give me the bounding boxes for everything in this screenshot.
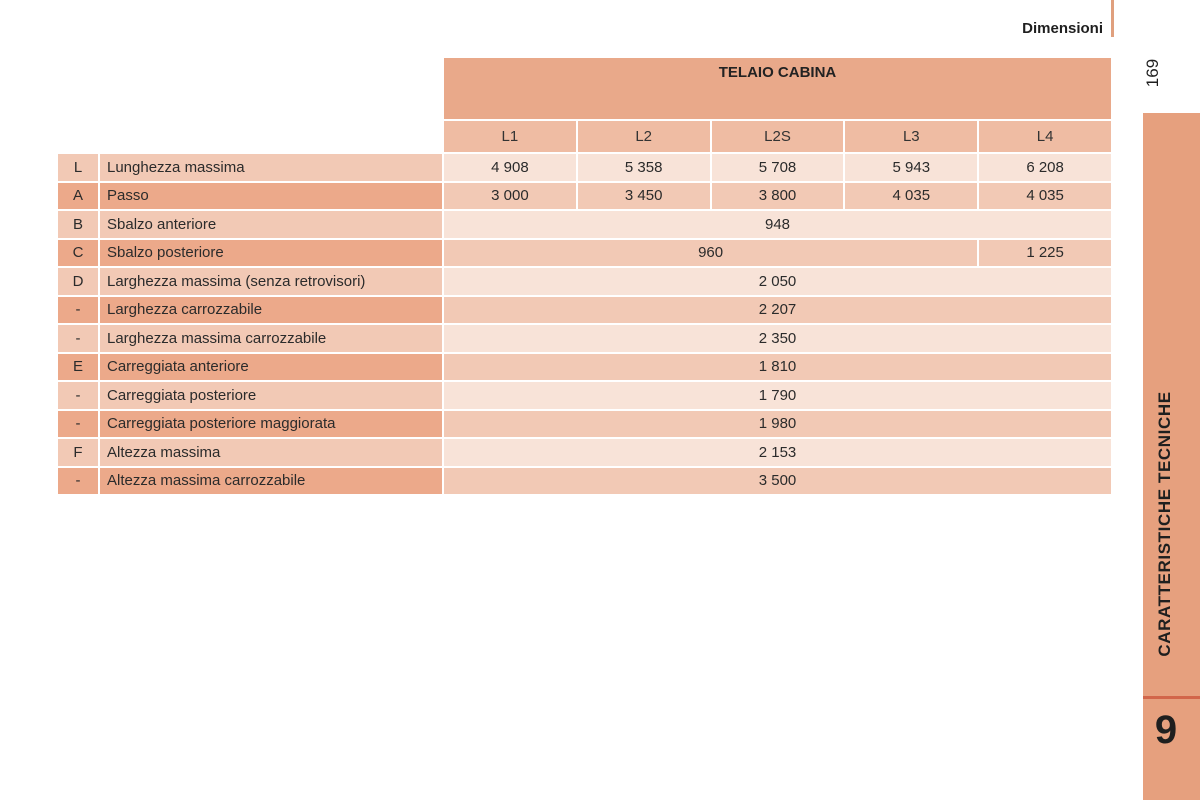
row-label: Larghezza carrozzabile <box>100 296 442 323</box>
row-label: Carreggiata anteriore <box>100 353 442 380</box>
table-row: - Larghezza massima carrozzabile 2 350 <box>58 325 1111 352</box>
section-title: Dimensioni <box>1022 20 1103 37</box>
chapter-tab-label: CARATTERISTICHE TECNICHE <box>1155 391 1174 657</box>
chapter-tab <box>1143 113 1200 800</box>
row-value: 1 790 <box>444 382 1111 409</box>
row-value: 2 207 <box>444 296 1111 323</box>
chapter-tab-divider <box>1143 696 1200 699</box>
table-corner <box>58 121 442 152</box>
table-row: L Lunghezza massima 4 908 5 358 5 708 5 … <box>58 154 1111 181</box>
row-value: 2 350 <box>444 325 1111 352</box>
row-code: - <box>58 382 98 409</box>
table-row: C Sbalzo posteriore 960 1 225 <box>58 239 1111 266</box>
column-header-l2: L2 <box>577 121 710 152</box>
table-row: F Altezza massima 2 153 <box>58 439 1111 466</box>
dimensions-table: TELAIO CABINA L1 L2 L2S L3 L4 L Lunghezz… <box>56 56 1113 496</box>
row-code: - <box>58 410 98 437</box>
table-corner <box>58 58 442 119</box>
row-value: 960 <box>444 239 978 266</box>
row-value: 3 000 <box>444 182 576 209</box>
header-divider <box>1111 0 1114 37</box>
row-code: L <box>58 154 98 181</box>
row-value: 4 035 <box>979 182 1111 209</box>
table-row: - Carreggiata posteriore maggiorata 1 98… <box>58 410 1111 437</box>
column-header-l1: L1 <box>444 121 576 152</box>
row-code: - <box>58 467 98 494</box>
row-value: 3 450 <box>577 182 710 209</box>
row-code: F <box>58 439 98 466</box>
table-row: B Sbalzo anteriore 948 <box>58 211 1111 238</box>
row-code: E <box>58 353 98 380</box>
table-row: - Altezza massima carrozzabile 3 500 <box>58 467 1111 494</box>
row-label: Carreggiata posteriore <box>100 382 442 409</box>
row-label: Larghezza massima (senza retrovisori) <box>100 268 442 295</box>
column-header-l2s: L2S <box>711 121 844 152</box>
row-value: 2 050 <box>444 268 1111 295</box>
row-code: - <box>58 296 98 323</box>
row-label: Larghezza massima carrozzabile <box>100 325 442 352</box>
row-value: 1 980 <box>444 410 1111 437</box>
row-code: A <box>58 182 98 209</box>
column-header-l3: L3 <box>845 121 978 152</box>
table-column-header-row: L1 L2 L2S L3 L4 <box>58 121 1111 152</box>
row-code: B <box>58 211 98 238</box>
row-value: 4 035 <box>845 182 978 209</box>
row-label: Carreggiata posteriore maggiorata <box>100 410 442 437</box>
table-row: - Larghezza carrozzabile 2 207 <box>58 296 1111 323</box>
column-header-l4: L4 <box>979 121 1111 152</box>
row-value: 3 500 <box>444 467 1111 494</box>
row-label: Altezza massima <box>100 439 442 466</box>
row-code: D <box>58 268 98 295</box>
row-label: Lunghezza massima <box>100 154 442 181</box>
table-row: D Larghezza massima (senza retrovisori) … <box>58 268 1111 295</box>
row-label: Sbalzo anteriore <box>100 211 442 238</box>
row-value: 6 208 <box>979 154 1111 181</box>
table-row: A Passo 3 000 3 450 3 800 4 035 4 035 <box>58 182 1111 209</box>
row-value: 5 943 <box>845 154 978 181</box>
chapter-number: 9 <box>1154 708 1178 752</box>
telaio-cabina-header: TELAIO CABINA <box>444 58 1111 119</box>
row-value: 1 810 <box>444 353 1111 380</box>
row-value: 3 800 <box>711 182 844 209</box>
row-label: Passo <box>100 182 442 209</box>
row-code: - <box>58 325 98 352</box>
row-label: Altezza massima carrozzabile <box>100 467 442 494</box>
row-code: C <box>58 239 98 266</box>
row-value: 5 708 <box>711 154 844 181</box>
row-value: 5 358 <box>577 154 710 181</box>
row-value: 1 225 <box>979 239 1111 266</box>
table-group-header-row: TELAIO CABINA <box>58 58 1111 119</box>
row-value: 948 <box>444 211 1111 238</box>
page-number: 169 <box>1143 58 1162 88</box>
row-value: 2 153 <box>444 439 1111 466</box>
table-row: - Carreggiata posteriore 1 790 <box>58 382 1111 409</box>
table-row: E Carreggiata anteriore 1 810 <box>58 353 1111 380</box>
row-label: Sbalzo posteriore <box>100 239 442 266</box>
row-value: 4 908 <box>444 154 576 181</box>
